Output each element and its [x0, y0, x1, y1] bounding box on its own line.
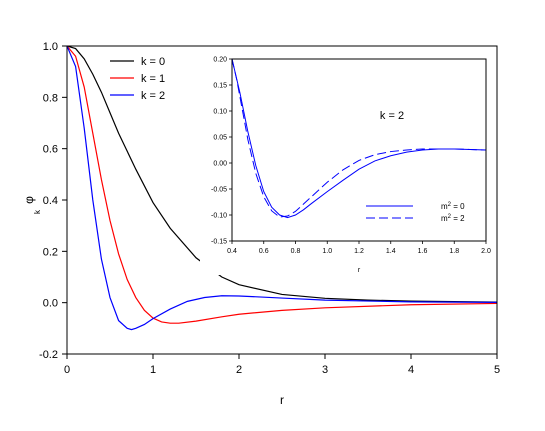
y-tick-label: 1.0	[43, 41, 58, 53]
y-tick-label: 0.6	[43, 144, 58, 156]
y-tick-label: -0.2	[39, 349, 58, 361]
inset-x-tick-label: 0.4	[227, 248, 237, 255]
legend-label: k = 2	[141, 90, 165, 102]
inset-y-tick-label: -0.15	[211, 239, 227, 246]
inset-x-axis-label: r	[358, 267, 361, 274]
x-tick-label: 4	[408, 364, 414, 376]
inset-background	[200, 53, 492, 275]
x-tick-label: 5	[494, 364, 500, 376]
y-axis-label-group: φk	[22, 196, 42, 214]
inset-x-tick-label: 1.2	[354, 248, 364, 255]
inset-legend-label-main: m	[441, 214, 448, 223]
inset-y-tick-label: 0.20	[213, 57, 227, 64]
inset-y-tick-label: 0.05	[213, 135, 227, 142]
inset-x-tick-label: 1.6	[418, 248, 428, 255]
inset-y-tick-label: -0.10	[211, 213, 227, 220]
inset-series-line-1	[232, 59, 486, 218]
y-tick-label: 0.2	[43, 246, 58, 258]
inset-legend-label-tail: = 2	[451, 214, 465, 223]
inset-y-tick-label: 0.15	[213, 83, 227, 90]
inset-legend-label-main: m	[441, 202, 448, 211]
inset-x-tick-label: 2.0	[481, 248, 491, 255]
inset-x-tick-label: 1.4	[386, 248, 396, 255]
inset-series-line-0	[232, 59, 486, 219]
inset-y-tick-label: 0.10	[213, 109, 227, 116]
x-tick-label: 1	[150, 364, 156, 376]
series-line-k2	[67, 46, 497, 331]
x-tick-label: 0	[64, 364, 70, 376]
inset-legend-label-sup: 2	[448, 214, 452, 220]
y-axis-label: φ	[22, 196, 36, 204]
series-line-k0	[67, 46, 497, 303]
x-tick-label: 3	[322, 364, 328, 376]
inset-legend-label-tail: = 0	[451, 202, 465, 211]
inset-x-tick-label: 0.6	[259, 248, 269, 255]
y-axis-label-subscript: k	[33, 209, 42, 214]
inset-annotation: k = 2	[380, 110, 404, 122]
inset-x-tick-label: 1.0	[322, 248, 332, 255]
x-axis-label: r	[280, 393, 284, 407]
y-tick-label: 0.8	[43, 92, 58, 104]
inset-legend-label-sup: 2	[448, 202, 452, 208]
inset-x-tick-label: 1.8	[449, 248, 459, 255]
inset-y-tick-label: 0.00	[213, 161, 227, 168]
inset-y-tick-label: -0.05	[211, 187, 227, 194]
inset-legend-label: m2 = 0	[441, 202, 465, 211]
inset-legend-label: m2 = 2	[441, 214, 465, 223]
y-tick-label: 0.0	[43, 298, 58, 310]
inset-x-tick-label: 0.8	[291, 248, 301, 255]
y-tick-label: 0.4	[43, 195, 58, 207]
x-tick-label: 2	[236, 364, 242, 376]
legend-label: k = 1	[141, 73, 165, 85]
legend-label: k = 0	[141, 56, 165, 68]
